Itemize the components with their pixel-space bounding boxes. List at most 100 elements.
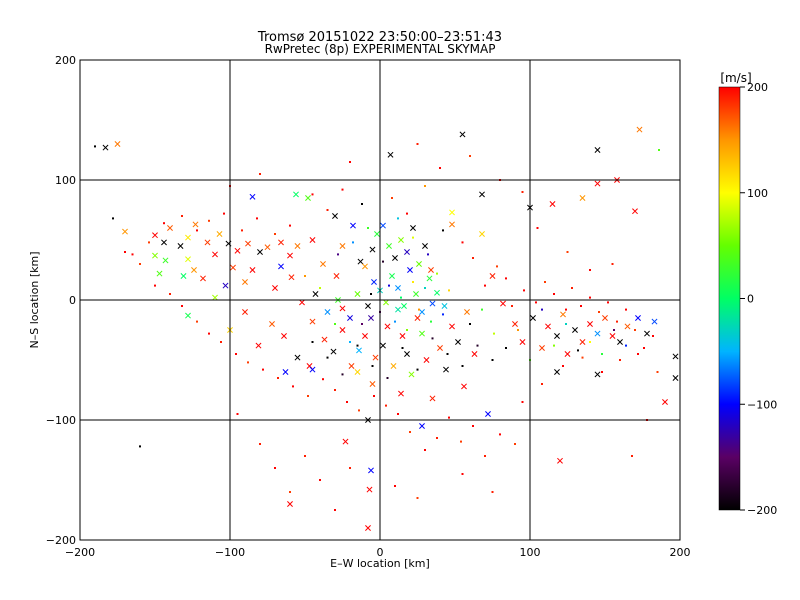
dot-marker — [370, 293, 372, 295]
dot-marker — [613, 329, 615, 331]
dot-marker — [493, 332, 495, 335]
dot-marker — [311, 341, 314, 343]
x-marker — [287, 501, 293, 507]
dot-marker — [634, 329, 636, 331]
dot-marker — [307, 395, 309, 397]
x-marker — [594, 147, 601, 153]
dot-marker — [553, 344, 555, 347]
dot-marker — [481, 308, 483, 311]
x-marker — [299, 299, 305, 306]
dot-marker — [484, 455, 486, 457]
x-marker — [662, 399, 668, 405]
x-marker — [560, 311, 566, 318]
x-marker — [309, 237, 316, 243]
dot-marker — [148, 241, 150, 244]
x-marker — [594, 371, 601, 378]
x-marker — [293, 191, 299, 198]
data-points — [94, 126, 679, 531]
x-marker — [401, 303, 407, 309]
x-marker — [519, 339, 526, 345]
x-marker — [419, 309, 425, 315]
x-marker — [651, 318, 658, 325]
dot-marker — [566, 251, 569, 253]
y-axis-label: N–S location [km] — [28, 251, 41, 348]
x-marker — [152, 252, 158, 259]
x-marker — [212, 251, 218, 258]
dot-marker — [334, 389, 336, 391]
dot-marker — [412, 281, 414, 283]
x-marker — [609, 333, 616, 339]
axis-ticks: −200 −100 0 100 200 −200 −100 0 100 200 — [46, 54, 691, 559]
dot-marker — [196, 229, 198, 232]
x-marker — [554, 333, 560, 339]
x-marker — [369, 246, 376, 253]
dot-marker — [625, 308, 627, 311]
dot-marker — [442, 229, 444, 232]
x-marker — [384, 323, 391, 330]
dot-marker — [289, 224, 291, 227]
x-marker — [594, 330, 601, 337]
dot-marker — [499, 433, 501, 436]
x-marker — [156, 270, 163, 277]
dot-marker — [112, 217, 114, 220]
x-marker — [365, 303, 371, 309]
x-marker — [512, 321, 518, 327]
x-marker — [672, 375, 679, 381]
dot-marker — [397, 413, 399, 415]
x-marker — [372, 354, 379, 361]
dot-marker — [358, 409, 360, 412]
y-tick-label: 0 — [69, 294, 76, 307]
x-tick-label: 100 — [520, 546, 541, 559]
x-marker — [294, 243, 301, 249]
dot-marker — [349, 341, 351, 343]
dot-marker — [401, 347, 404, 349]
dot-marker — [352, 241, 354, 244]
x-marker — [374, 231, 380, 237]
x-marker — [441, 303, 448, 309]
dot-marker — [208, 219, 210, 222]
x-marker — [423, 357, 430, 363]
x-marker — [212, 294, 218, 301]
x-marker — [122, 228, 128, 235]
x-marker — [180, 273, 187, 279]
x-marker — [545, 323, 551, 330]
dot-marker — [367, 227, 369, 229]
x-marker — [386, 243, 392, 249]
x-marker — [464, 309, 470, 315]
dot-marker — [517, 329, 519, 331]
colorbar: [m/s] 200 100 0 −100 −200 — [718, 71, 777, 517]
dot-marker — [262, 368, 264, 371]
x-marker — [422, 243, 428, 249]
dot-marker — [658, 149, 660, 151]
x-marker — [320, 261, 326, 267]
x-marker — [357, 258, 364, 265]
x-marker — [404, 351, 410, 357]
dot-marker — [334, 509, 336, 511]
y-tick-label: −200 — [46, 534, 76, 547]
x-marker — [309, 318, 316, 325]
x-tick-label: 200 — [670, 546, 691, 559]
colorbar-tick-label: −200 — [747, 504, 777, 517]
dot-marker — [292, 385, 294, 388]
dot-marker — [373, 395, 375, 397]
dot-marker — [394, 485, 396, 487]
x-marker — [152, 232, 158, 239]
y-tick-label: 100 — [55, 174, 76, 187]
dot-marker — [581, 356, 584, 359]
dot-marker — [361, 323, 363, 325]
dot-marker — [341, 373, 344, 376]
x-marker — [404, 249, 410, 255]
x-marker — [249, 193, 256, 200]
dot-marker — [472, 257, 474, 259]
x-marker — [242, 279, 248, 285]
x-marker — [485, 411, 491, 417]
x-marker — [330, 348, 337, 355]
dot-marker — [259, 173, 261, 175]
dot-marker — [536, 227, 539, 229]
dot-marker — [361, 203, 363, 205]
dot-marker — [235, 353, 237, 355]
x-marker — [395, 306, 401, 313]
x-marker — [278, 263, 284, 270]
colorbar-label: [m/s] — [720, 71, 751, 85]
